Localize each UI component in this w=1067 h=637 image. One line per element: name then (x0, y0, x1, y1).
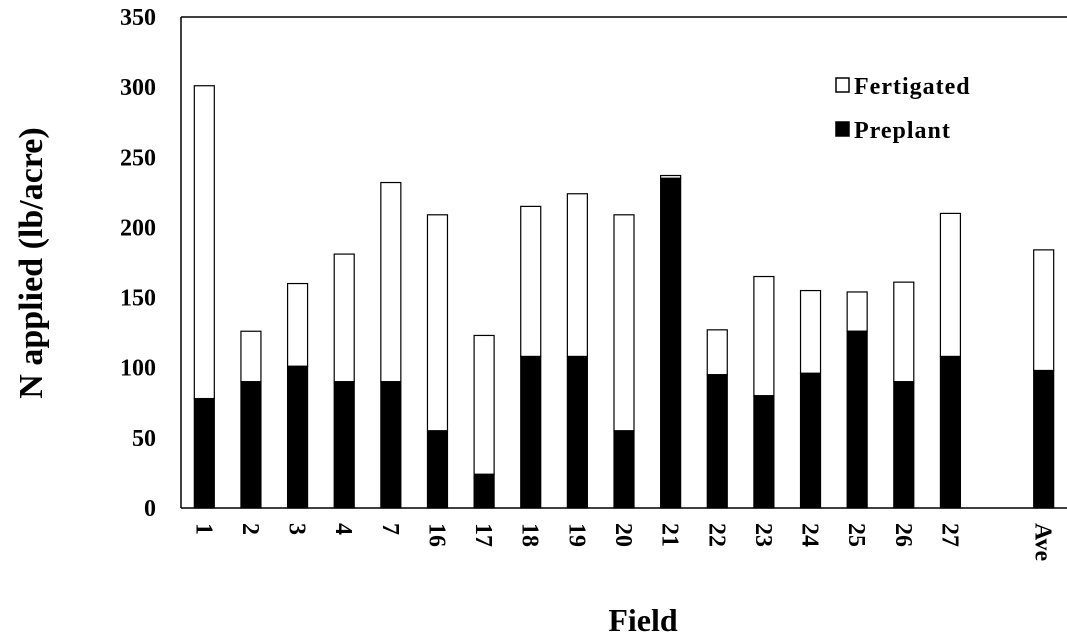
bar-preplant-22 (706, 374, 728, 509)
x-tick-label: 1 (190, 523, 216, 535)
bar-fertigated-26 (893, 281, 915, 383)
legend-label-fertigated: Fertigated (854, 74, 971, 100)
bar-preplant-4 (333, 381, 355, 509)
bar-preplant-17 (473, 473, 495, 509)
bar-fertigated-18 (520, 205, 542, 358)
y-tick-label: 250 (120, 145, 156, 171)
x-tick-label: 19 (563, 523, 589, 547)
y-tick-label: 100 (120, 356, 156, 382)
x-tick-label: 18 (517, 523, 543, 547)
x-axis-label: Field (608, 602, 678, 637)
bar-preplant-1 (193, 397, 215, 509)
bar-fertigated-19 (566, 193, 588, 358)
x-tick-label: 17 (470, 523, 496, 547)
legend-label-preplant: Preplant (854, 118, 951, 144)
bar-fertigated-23 (753, 275, 775, 397)
y-tick-label: 50 (132, 426, 156, 452)
x-tick-label: 7 (377, 523, 403, 535)
y-tick-label: 350 (120, 5, 156, 31)
bar-fertigated-24 (799, 289, 822, 374)
legend-swatch-fertigated (835, 77, 850, 93)
x-tick-label: 21 (657, 523, 683, 547)
legend: Fertigated Preplant (835, 74, 971, 144)
bar-fertigated-3 (286, 282, 309, 367)
x-tick-label: 26 (890, 523, 916, 547)
bar-preplant-7 (380, 381, 402, 509)
bar-fertigated-16 (426, 214, 449, 432)
bar-preplant-2 (240, 381, 262, 509)
bars (193, 85, 1055, 509)
y-tick-labels: 0 50 100 150 200 250 300 350 (120, 5, 156, 522)
x-tick-label: 22 (703, 523, 729, 547)
bar-fertigated-20 (613, 214, 635, 432)
bar-preplant-26 (893, 381, 915, 509)
bar-preplant-16 (426, 430, 449, 509)
bar-preplant-Ave (1033, 369, 1055, 509)
x-tick-label: 16 (423, 523, 449, 547)
bar-preplant-19 (566, 355, 588, 509)
bar-preplant-27 (939, 355, 962, 509)
x-tick-label: 20 (610, 523, 636, 547)
bar-preplant-25 (846, 330, 868, 509)
y-tick-label: 200 (120, 215, 156, 241)
bar-preplant-21 (660, 177, 682, 509)
bar-preplant-18 (520, 355, 542, 509)
bar-fertigated-27 (939, 212, 962, 358)
bar-fertigated-Ave (1033, 249, 1055, 372)
bar-fertigated-7 (380, 181, 402, 383)
bar-preplant-23 (753, 395, 775, 509)
bar-fertigated-25 (846, 291, 868, 332)
x-tick-label: Ave (1030, 523, 1056, 562)
bar-fertigated-1 (193, 85, 215, 400)
bar-fertigated-22 (706, 329, 728, 376)
x-tick-label: 2 (237, 523, 263, 535)
x-tick-label: 23 (750, 523, 776, 547)
bar-fertigated-17 (473, 334, 495, 475)
legend-swatch-preplant (835, 121, 850, 137)
bar-fertigated-4 (333, 253, 355, 383)
y-tick-label: 300 (120, 75, 156, 101)
bar-preplant-3 (286, 365, 309, 509)
bar-preplant-24 (799, 372, 822, 509)
y-axis-label: N applied (lb/acre) (13, 127, 50, 398)
y-tick-label: 0 (144, 496, 156, 522)
y-tick-label: 150 (120, 286, 156, 312)
x-tick-label: 24 (797, 523, 823, 547)
x-tick-label: 3 (284, 523, 310, 535)
x-tick-label: 4 (330, 523, 356, 535)
x-tick-labels: 1 2 3 4 7 16 17 18 19 20 21 22 23 24 25 26 27 Ave (190, 523, 1055, 562)
bar-preplant-20 (613, 430, 635, 509)
bar-fertigated-2 (240, 330, 262, 383)
x-tick-label: 27 (936, 523, 962, 547)
x-tick-label: 25 (843, 523, 869, 547)
